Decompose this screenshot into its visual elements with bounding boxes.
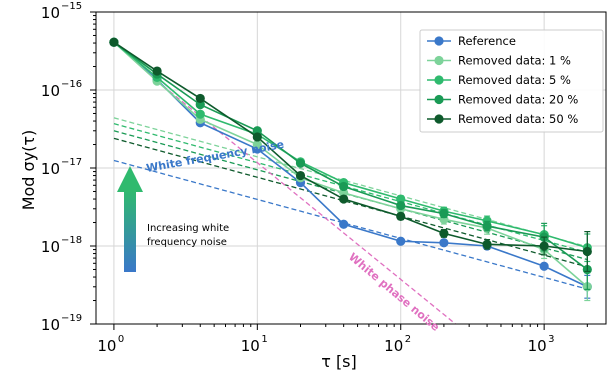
legend-marker (434, 94, 444, 105)
legend-label: Removed data: 50 % (458, 112, 578, 126)
x-tick-label: 10 (384, 337, 403, 355)
increasing-noise-line-2: frequency noise (147, 237, 227, 248)
data-point (582, 246, 592, 257)
white-phase-label: White phase noise (346, 250, 442, 334)
data-point (195, 93, 205, 104)
data-point (539, 261, 549, 271)
fit-line (113, 159, 588, 290)
y-tick-label-exponent: −17 (61, 157, 82, 168)
legend-marker (434, 55, 444, 66)
x-tick-label-exponent: 2 (405, 334, 411, 345)
y-tick-label: 10 (41, 4, 60, 22)
data-point (539, 241, 549, 251)
y-tick-label: 10 (41, 238, 60, 256)
data-point (439, 209, 449, 219)
legend-box (419, 29, 604, 133)
data-point (252, 139, 262, 150)
data-point (339, 219, 349, 229)
data-point (396, 194, 406, 204)
series-layer (109, 37, 592, 302)
data-point (482, 239, 492, 249)
white-frequency-label: White frequency noise (145, 138, 285, 175)
data-point (109, 37, 119, 47)
legend: Reference Removed data: 1 % Removed data: … (419, 29, 604, 133)
data-point (439, 228, 449, 239)
legend-label: Removed data: 1 % (458, 54, 571, 68)
y-tick-label-exponent: −16 (61, 79, 82, 90)
increasing-noise-line-1: Increasing white (147, 223, 229, 234)
data-point (339, 194, 349, 204)
data-point (252, 132, 262, 142)
x-tick-label: 10 (528, 337, 547, 355)
legend-marker (434, 114, 444, 124)
fit-line (113, 130, 588, 261)
data-point (295, 158, 306, 168)
legend-marker (434, 36, 444, 46)
data-point (396, 211, 406, 221)
data-point (195, 109, 205, 119)
y-axis-label: Mod σy(τ) (19, 130, 38, 211)
x-tick-label: 10 (97, 337, 116, 355)
y-tick-label: 10 (41, 160, 60, 178)
series-4 (109, 37, 592, 273)
y-tick-label: 10 (41, 316, 60, 334)
legend-marker (434, 75, 444, 85)
y-tick-label-exponent: −15 (61, 1, 82, 12)
increasing-noise-arrow (117, 166, 143, 272)
x-tick-label-exponent: 3 (548, 334, 554, 345)
legend-label: Removed data: 20 % (458, 93, 578, 107)
data-point (396, 236, 406, 246)
data-point (396, 200, 406, 211)
data-point (152, 66, 162, 76)
data-point (439, 238, 449, 248)
y-tick-label-exponent: −19 (61, 313, 82, 324)
data-point (339, 181, 349, 192)
x-axis-label: τ [s] (321, 352, 357, 371)
data-point (482, 221, 492, 231)
legend-label: Reference (458, 34, 516, 48)
x-tick-label: 10 (241, 337, 260, 355)
x-tick-label-exponent: 0 (118, 334, 124, 345)
increasing-noise-label: Increasing white frequency noise (147, 223, 232, 248)
y-tick-label-exponent: −18 (61, 235, 82, 246)
y-tick-label: 10 (41, 82, 60, 100)
x-tick-label-exponent: 1 (261, 334, 267, 345)
legend-label: Removed data: 5 % (458, 73, 571, 87)
data-point (295, 170, 306, 181)
